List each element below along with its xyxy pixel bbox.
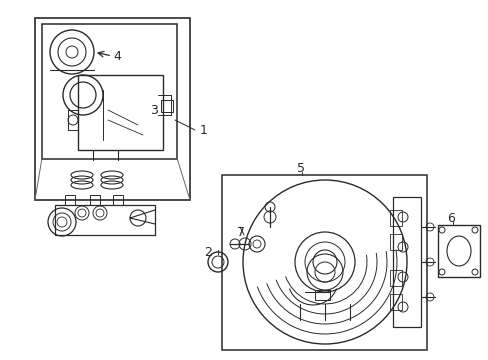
Bar xyxy=(55,205,155,235)
Bar xyxy=(314,290,329,300)
Bar xyxy=(389,294,401,310)
Text: 1: 1 xyxy=(200,123,207,136)
Text: 4: 4 xyxy=(113,50,121,63)
Text: 5: 5 xyxy=(296,162,305,175)
Bar xyxy=(389,234,401,250)
Bar xyxy=(222,175,426,350)
Bar xyxy=(35,18,190,200)
Bar xyxy=(65,195,75,205)
Bar xyxy=(389,210,401,226)
Text: 6: 6 xyxy=(446,212,454,225)
Bar xyxy=(389,270,401,286)
Text: 3: 3 xyxy=(150,104,158,117)
Text: 7: 7 xyxy=(237,225,244,239)
Bar xyxy=(78,75,163,150)
Bar xyxy=(42,24,177,159)
Bar xyxy=(90,195,100,205)
Bar xyxy=(113,195,123,205)
Text: 2: 2 xyxy=(203,246,211,258)
Bar xyxy=(392,197,420,327)
Bar xyxy=(161,100,173,112)
Bar xyxy=(437,225,479,277)
